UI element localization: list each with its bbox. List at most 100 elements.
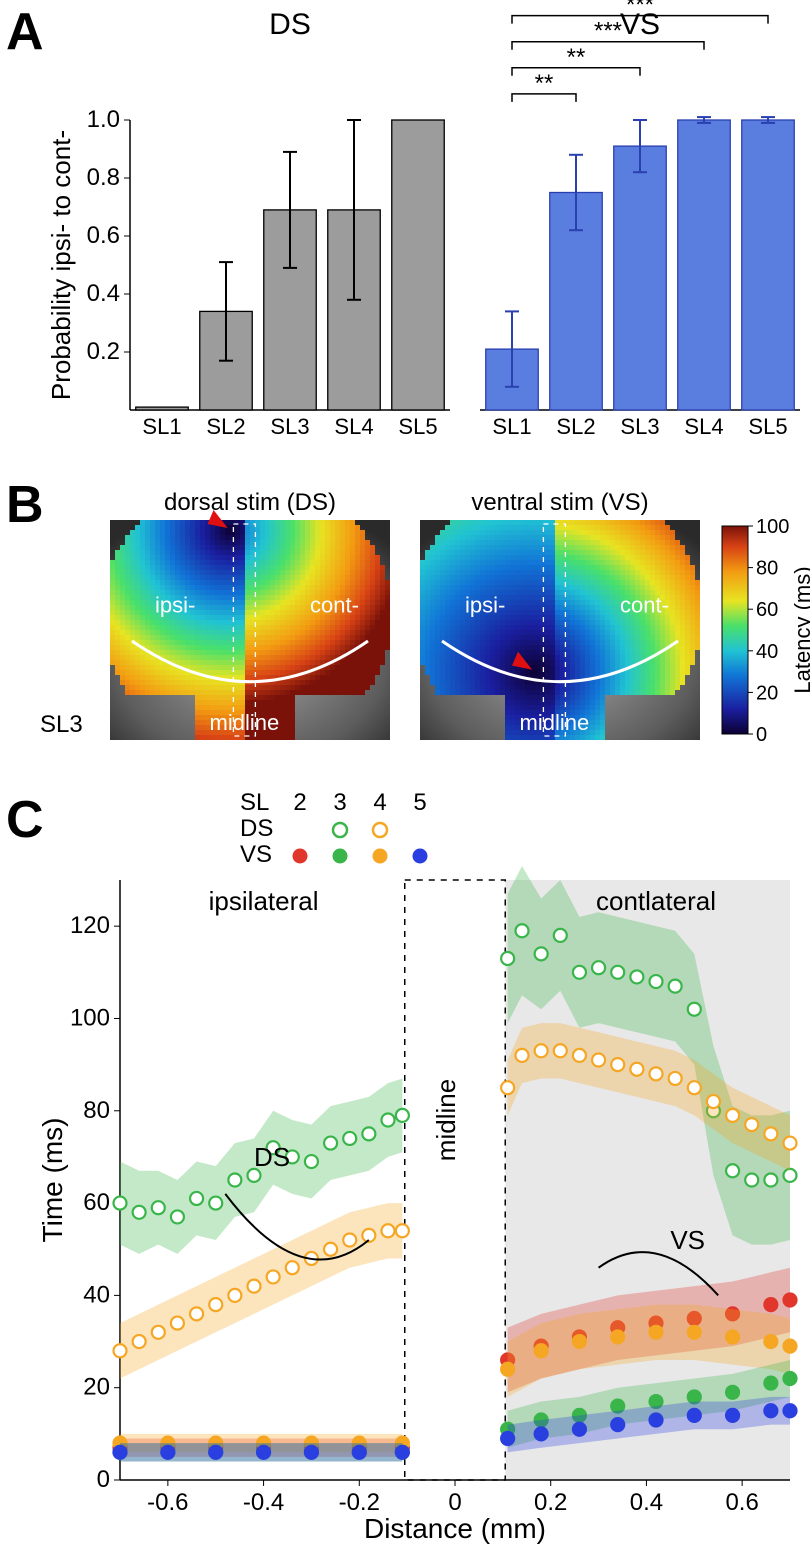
series-marker bbox=[745, 1118, 758, 1131]
panel-b-heatmaps: dorsal stim (DS)ventral stim (VS)SL3ipsi… bbox=[0, 480, 810, 780]
ytick-label: 0 bbox=[97, 1466, 110, 1493]
series-marker bbox=[228, 1289, 241, 1302]
series-marker bbox=[650, 1067, 663, 1080]
xtick-label: 0.4 bbox=[630, 1489, 663, 1516]
series-marker bbox=[353, 1446, 366, 1459]
significance-label: *** bbox=[594, 18, 622, 45]
series-marker bbox=[669, 980, 682, 993]
series-marker bbox=[784, 1404, 797, 1417]
series-marker bbox=[267, 1270, 280, 1283]
series-marker bbox=[382, 1114, 395, 1127]
panel-a-chart: 0.20.40.60.81.0Probability ipsi- to cont… bbox=[50, 0, 810, 470]
legend-marker bbox=[333, 823, 347, 837]
series-marker bbox=[535, 1044, 548, 1057]
ytick-label: 60 bbox=[83, 1189, 110, 1216]
panel-b-row-label: SL3 bbox=[40, 711, 83, 738]
series-marker bbox=[228, 1174, 241, 1187]
series-marker bbox=[745, 1174, 758, 1187]
legend-marker bbox=[293, 849, 307, 863]
xtick-label: -0.2 bbox=[339, 1489, 380, 1516]
series-marker bbox=[535, 1427, 548, 1440]
region-cont-label: contlateral bbox=[596, 886, 716, 916]
colorbar-tick: 20 bbox=[756, 682, 778, 704]
region-ipsi-label: ipsilateral bbox=[209, 886, 319, 916]
legend-marker bbox=[373, 823, 387, 837]
panel-c-label: C bbox=[6, 790, 44, 850]
series-marker bbox=[362, 1127, 375, 1140]
series-marker bbox=[726, 1109, 739, 1122]
series-marker bbox=[152, 1201, 165, 1214]
legend-sl-value: 3 bbox=[333, 790, 346, 816]
xtick-label: SL2 bbox=[206, 414, 245, 439]
series-marker bbox=[382, 1224, 395, 1237]
panel-b-right-title: ventral stim (VS) bbox=[471, 489, 648, 516]
series-marker bbox=[305, 1446, 318, 1459]
series-marker bbox=[209, 1197, 222, 1210]
series-marker bbox=[343, 1132, 356, 1145]
series-marker bbox=[535, 947, 548, 960]
series-marker bbox=[209, 1298, 222, 1311]
series-marker bbox=[248, 1280, 261, 1293]
series-marker bbox=[516, 924, 529, 937]
label-cont: cont- bbox=[620, 592, 669, 617]
series-marker bbox=[305, 1155, 318, 1168]
series-marker bbox=[592, 961, 605, 974]
series-marker bbox=[611, 1330, 624, 1343]
ytick-label: 20 bbox=[83, 1374, 110, 1401]
series-marker bbox=[688, 1003, 701, 1016]
ytick-label: 0.4 bbox=[87, 280, 120, 307]
bar bbox=[392, 120, 444, 410]
series-marker bbox=[726, 1386, 739, 1399]
significance-label: *** bbox=[626, 0, 654, 19]
colorbar bbox=[722, 526, 748, 734]
xtick-label: -0.4 bbox=[243, 1489, 284, 1516]
panel-c-chart: 020406080100120-0.6-0.4-0.200.20.40.6Dis… bbox=[40, 790, 810, 1550]
ytick-label: 40 bbox=[83, 1281, 110, 1308]
series-marker bbox=[161, 1446, 174, 1459]
xtick-label: -0.6 bbox=[147, 1489, 188, 1516]
series-marker bbox=[396, 1446, 409, 1459]
legend-sl-value: 5 bbox=[413, 790, 426, 816]
xtick-label: SL4 bbox=[684, 414, 723, 439]
xtick-label: 0 bbox=[448, 1489, 461, 1516]
series-marker bbox=[764, 1377, 777, 1390]
colorbar-title: Latency (ms) bbox=[790, 566, 810, 693]
x-axis-label: Distance (mm) bbox=[364, 1513, 546, 1544]
series-marker bbox=[688, 1326, 701, 1339]
series-marker bbox=[501, 1363, 514, 1376]
legend-sl-label: SL bbox=[240, 790, 269, 816]
series-marker bbox=[650, 1326, 663, 1339]
series-marker bbox=[343, 1234, 356, 1247]
series-marker bbox=[114, 1197, 127, 1210]
legend: SL2345DSVS bbox=[240, 790, 427, 868]
xtick-label: 0.6 bbox=[725, 1489, 758, 1516]
label-ipsi: ipsi- bbox=[155, 592, 195, 617]
series-marker bbox=[764, 1174, 777, 1187]
series-marker bbox=[286, 1261, 299, 1274]
midline-box bbox=[405, 880, 506, 1480]
series-marker bbox=[611, 1058, 624, 1071]
series-marker bbox=[190, 1192, 203, 1205]
series-marker bbox=[396, 1109, 409, 1122]
series-marker bbox=[501, 1081, 514, 1094]
ytick-label: 80 bbox=[83, 1097, 110, 1124]
series-marker bbox=[688, 1081, 701, 1094]
series-marker bbox=[688, 1409, 701, 1422]
ytick-label: 0.6 bbox=[87, 222, 120, 249]
label-midline: midline bbox=[520, 710, 590, 735]
subplot-title: DS bbox=[269, 8, 311, 41]
series-marker bbox=[611, 966, 624, 979]
xtick-label: SL2 bbox=[556, 414, 595, 439]
bar bbox=[678, 120, 730, 410]
series-marker bbox=[784, 1137, 797, 1150]
ytick-label: 0.8 bbox=[87, 164, 120, 191]
series-marker bbox=[324, 1137, 337, 1150]
series-marker bbox=[764, 1298, 777, 1311]
series-marker bbox=[573, 1423, 586, 1436]
series-marker bbox=[152, 1326, 165, 1339]
series-marker bbox=[257, 1446, 270, 1459]
colorbar-tick: 40 bbox=[756, 641, 778, 663]
series-marker bbox=[688, 1390, 701, 1403]
legend-sl-value: 4 bbox=[373, 790, 386, 816]
series-marker bbox=[764, 1404, 777, 1417]
